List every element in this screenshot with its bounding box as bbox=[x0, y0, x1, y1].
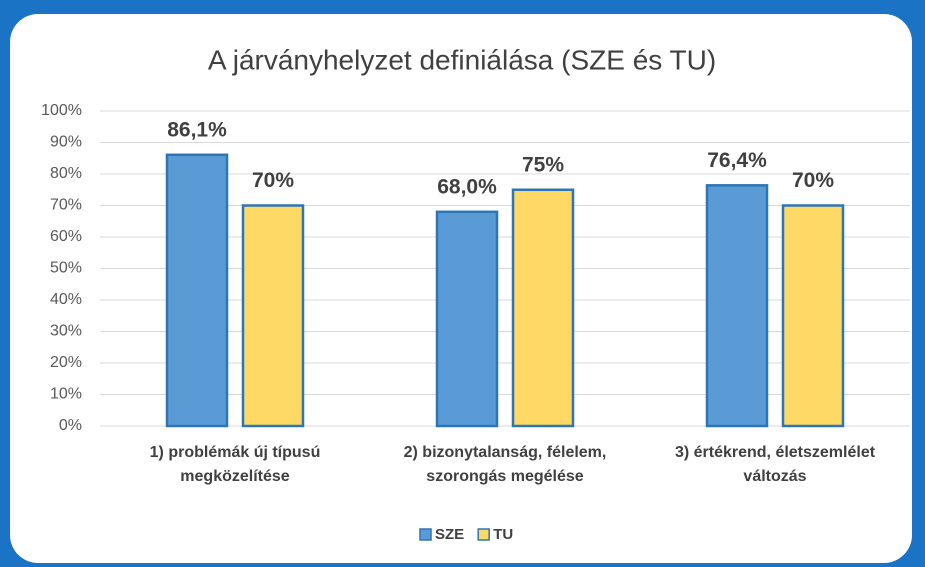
legend-label: TU bbox=[493, 526, 513, 543]
y-tick-label: 40% bbox=[50, 291, 82, 308]
y-tick-label: 30% bbox=[50, 323, 82, 340]
x-tick-label: 2) bizonytalanság, félelem, szorongás me… bbox=[403, 444, 607, 485]
chart-title: A járványhelyzet definiálása (SZE és TU) bbox=[208, 44, 716, 75]
bar bbox=[241, 204, 305, 428]
data-label: 76,4% bbox=[707, 149, 767, 172]
bar bbox=[705, 184, 769, 428]
x-tick-label: 1) problémák új típusú megközelítése bbox=[149, 444, 321, 485]
y-tick-label: 10% bbox=[50, 386, 82, 403]
data-label: 68,0% bbox=[437, 175, 497, 198]
y-tick-label: 80% bbox=[50, 165, 82, 182]
legend-label: SZE bbox=[435, 526, 464, 543]
data-label: 75% bbox=[522, 153, 564, 176]
y-tick-label: 20% bbox=[50, 354, 82, 371]
bar bbox=[435, 210, 499, 428]
y-tick-label: 50% bbox=[50, 260, 82, 277]
y-tick-label: 70% bbox=[50, 197, 82, 214]
bar bbox=[511, 188, 575, 428]
data-label: 86,1% bbox=[167, 118, 227, 141]
x-tick-label: 3) értékrend, életszemlélet változás bbox=[674, 444, 876, 485]
y-tick-label: 90% bbox=[50, 134, 82, 151]
y-tick-label: 60% bbox=[50, 228, 82, 245]
data-label: 70% bbox=[792, 169, 834, 192]
bar bbox=[781, 204, 845, 428]
y-tick-label: 0% bbox=[59, 417, 82, 434]
y-tick-label: 100% bbox=[41, 102, 82, 119]
data-label: 70% bbox=[252, 169, 294, 192]
legend-swatch bbox=[477, 528, 490, 541]
legend-swatch bbox=[419, 528, 432, 541]
bar bbox=[165, 153, 229, 428]
